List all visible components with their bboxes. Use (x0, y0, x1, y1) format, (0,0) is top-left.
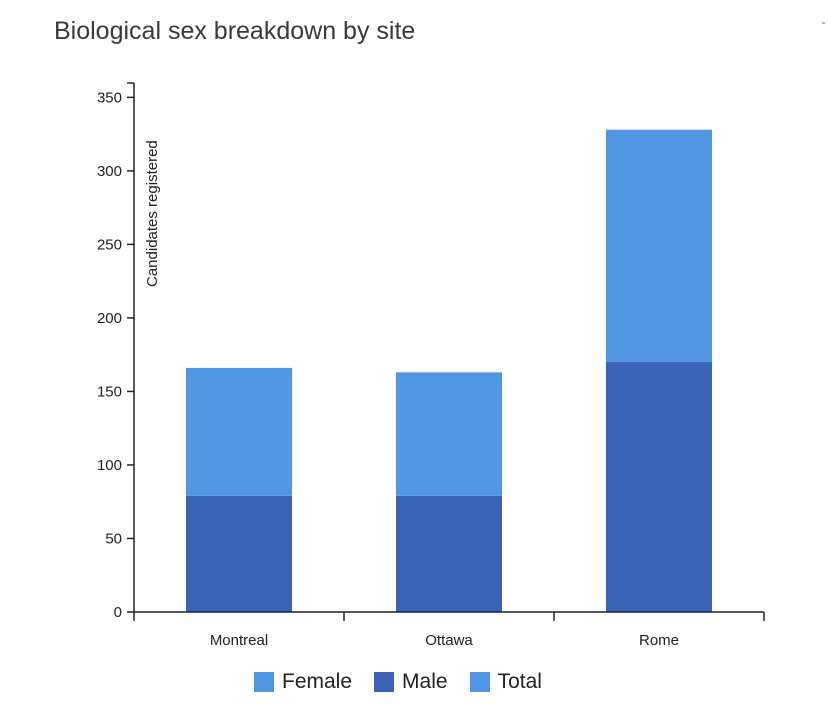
legend-label-total: Total (497, 670, 542, 693)
y-axis-label: Candidates registered (144, 140, 161, 287)
bar-male-ottawa[interactable] (396, 495, 502, 612)
legend: Female Male Total (254, 670, 542, 694)
bars-layer (186, 129, 712, 612)
legend-item-female[interactable]: Female (254, 670, 352, 694)
y-tick-label-100: 100 (97, 457, 122, 474)
legend-label-female: Female (282, 670, 353, 693)
bar-male-montreal[interactable] (186, 495, 292, 612)
bar-male-rome[interactable] (606, 362, 712, 612)
legend-item-male[interactable]: Male (374, 670, 448, 694)
bar-female-montreal[interactable] (186, 367, 292, 496)
y-tick-label-150: 150 (97, 383, 122, 400)
x-tick-label-ottawa: Ottawa (425, 632, 473, 649)
y-tick-label-50: 50 (105, 530, 122, 547)
bar-female-rome[interactable] (606, 129, 712, 363)
y-tick-label-200: 200 (97, 310, 122, 327)
x-tick-label-montreal: Montreal (210, 632, 268, 649)
legend-swatch-total (469, 672, 490, 692)
legend-swatch-male (374, 672, 395, 692)
y-tick-label-350: 350 (97, 89, 122, 106)
bar-female-ottawa[interactable] (396, 372, 502, 496)
legend-label-male: Male (402, 670, 448, 693)
y-tick-label-0: 0 (114, 604, 122, 621)
x-tick-label-rome: Rome (639, 632, 679, 649)
y-tick-label-300: 300 (97, 163, 122, 180)
axes-layer: Montreal Ottawa Rome 0 50 100 150 200 250 300 350 (97, 82, 765, 649)
legend-swatch-female (254, 672, 274, 692)
chart-title: Biological sex breakdown by site (54, 17, 416, 45)
legend-item-total[interactable]: Total (469, 670, 542, 694)
corner-mark (822, 22, 825, 24)
y-tick-label-250: 250 (97, 236, 122, 253)
